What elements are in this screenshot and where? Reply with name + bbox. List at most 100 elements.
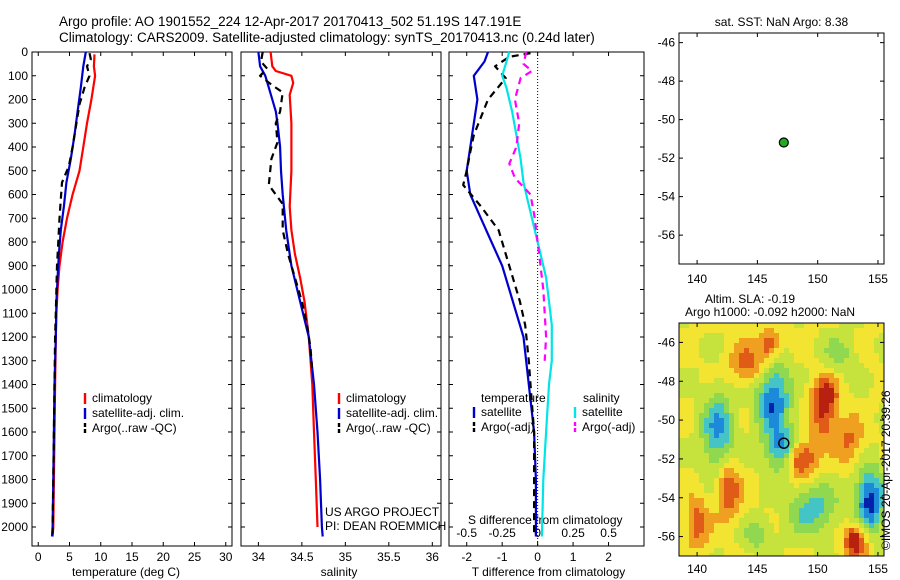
heatmap-cell <box>729 463 735 469</box>
heatmap-cell <box>774 348 780 354</box>
heatmap-cell <box>859 478 865 484</box>
heatmap-cell <box>749 433 755 439</box>
heatmap-cell <box>844 458 850 464</box>
heatmap-cell <box>739 488 745 494</box>
heatmap-cell <box>784 478 790 484</box>
heatmap-cell <box>729 428 735 434</box>
salinity-panel: 34 34.5 35 35.5 36salinityclimatologysatelli… <box>240 51 446 579</box>
heatmap-cell <box>699 428 705 434</box>
heatmap-cell <box>769 398 775 404</box>
heatmap-cell <box>829 413 835 419</box>
heatmap-cell <box>724 523 730 529</box>
heatmap-cell <box>799 488 805 494</box>
heatmap-cell <box>779 458 785 464</box>
heatmap-cell <box>689 433 695 439</box>
heatmap-cell <box>794 418 800 424</box>
heatmap-cell <box>859 528 865 534</box>
heatmap-cell <box>684 443 690 449</box>
heatmap-cell <box>799 548 805 554</box>
heatmap-cell <box>879 473 885 479</box>
heatmap-cell <box>749 513 755 519</box>
y-tick-label: -52 <box>658 151 676 165</box>
heatmap-cell <box>739 518 745 524</box>
heatmap-cell <box>839 468 845 474</box>
heatmap-cell <box>689 533 695 539</box>
heatmap-cell <box>809 388 815 394</box>
heatmap-cell <box>714 538 720 544</box>
heatmap-cell <box>699 333 705 339</box>
heatmap-cell <box>809 513 815 519</box>
heatmap-cell <box>869 493 875 499</box>
heatmap-cell <box>809 433 815 439</box>
heatmap-cell <box>819 388 825 394</box>
heatmap-cell <box>764 323 770 329</box>
heatmap-cell <box>769 418 775 424</box>
heatmap-cell <box>719 393 725 399</box>
heatmap-cell <box>679 348 685 354</box>
heatmap-cell <box>799 353 805 359</box>
heatmap-cell <box>859 333 865 339</box>
heatmap-cell <box>809 408 815 414</box>
heatmap-cell <box>829 423 835 429</box>
heatmap-cell <box>864 343 870 349</box>
heatmap-cell <box>799 328 805 334</box>
heatmap-cell <box>834 423 840 429</box>
heatmap-cell <box>844 503 850 509</box>
heatmap-cell <box>694 363 700 369</box>
heatmap-cell <box>729 328 735 334</box>
heatmap-cell <box>784 508 790 514</box>
heatmap-cell <box>814 458 820 464</box>
heatmap-cell <box>694 358 700 364</box>
heatmap-cell <box>784 538 790 544</box>
heatmap-cell <box>859 353 865 359</box>
heatmap-cell <box>704 418 710 424</box>
heatmap-cell <box>729 323 735 329</box>
heatmap-cell <box>764 398 770 404</box>
heatmap-cell <box>879 533 885 539</box>
heatmap-cell <box>784 413 790 419</box>
heatmap-cell <box>699 468 705 474</box>
heatmap-cell <box>779 468 785 474</box>
heatmap-cell <box>714 523 720 529</box>
heatmap-cell <box>864 488 870 494</box>
heatmap-cell <box>809 423 815 429</box>
heatmap-cell <box>874 403 880 409</box>
heatmap-cell <box>729 468 735 474</box>
heatmap-cell <box>769 513 775 519</box>
heatmap-cell <box>839 528 845 534</box>
heatmap-cell <box>709 328 715 334</box>
heatmap-cell <box>839 493 845 499</box>
heatmap-cell <box>774 333 780 339</box>
heatmap-cell <box>764 413 770 419</box>
heatmap-cell <box>749 488 755 494</box>
heatmap-cell <box>814 468 820 474</box>
heatmap-cell <box>699 418 705 424</box>
heatmap-cell <box>759 498 765 504</box>
heatmap-cell <box>774 363 780 369</box>
heatmap-cell <box>709 338 715 344</box>
heatmap-cell <box>744 488 750 494</box>
heatmap-cell <box>714 393 720 399</box>
heatmap-cell <box>784 428 790 434</box>
heatmap-cell <box>814 438 820 444</box>
heatmap-cell <box>819 348 825 354</box>
heatmap-cell <box>774 553 780 557</box>
heatmap-cell <box>774 518 780 524</box>
heatmap-cell <box>879 413 885 419</box>
heatmap-cell <box>709 388 715 394</box>
heatmap-cell <box>749 328 755 334</box>
heatmap-cell <box>749 438 755 444</box>
heatmap-cell <box>789 483 795 489</box>
heatmap-cell <box>739 463 745 469</box>
heatmap-cell <box>769 503 775 509</box>
heatmap-cell <box>784 518 790 524</box>
heatmap-cell <box>839 353 845 359</box>
heatmap-cell <box>874 458 880 464</box>
heatmap-cell <box>719 353 725 359</box>
heatmap-cell <box>714 553 720 557</box>
heatmap-cell <box>854 548 860 554</box>
heatmap-cell <box>854 433 860 439</box>
heatmap-cell <box>839 343 845 349</box>
heatmap-cell <box>774 533 780 539</box>
heatmap-cell <box>694 543 700 549</box>
